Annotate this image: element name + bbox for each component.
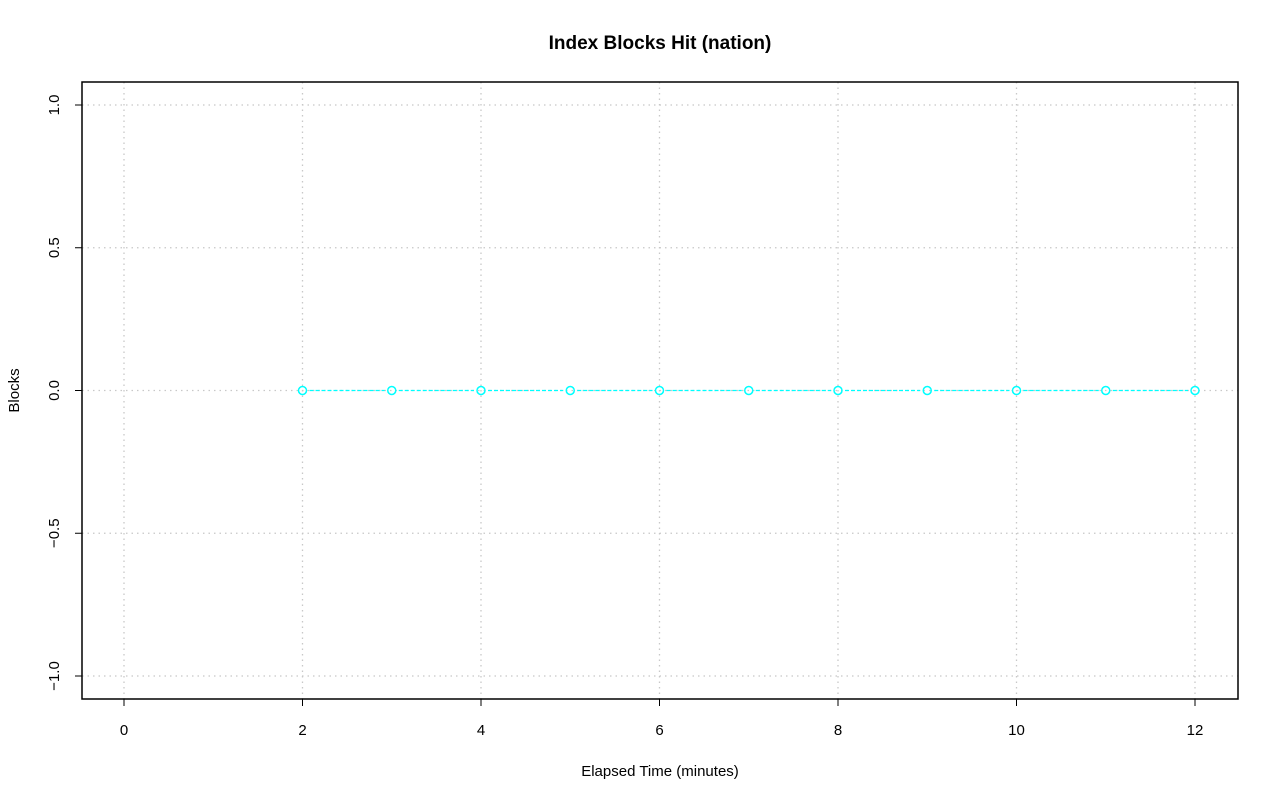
y-tick-label: 0.0 <box>46 380 63 401</box>
data-point <box>387 385 397 396</box>
x-tick-label: 2 <box>298 722 306 739</box>
x-tick-label: 0 <box>120 722 128 739</box>
data-point <box>476 385 486 396</box>
x-tick-label: 12 <box>1187 722 1204 739</box>
data-point <box>1190 385 1200 396</box>
y-axis-label: Blocks <box>6 368 23 412</box>
data-point <box>565 385 575 396</box>
y-tick-label: −0.5 <box>46 518 63 548</box>
x-tick-label: 6 <box>655 722 663 739</box>
data-point <box>1011 385 1022 396</box>
data-point <box>1101 385 1111 396</box>
y-tick-label: −1.0 <box>46 661 63 691</box>
chart-title: Index Blocks Hit (nation) <box>549 33 772 54</box>
data-point <box>744 385 754 396</box>
y-tick-label: 0.5 <box>46 237 63 258</box>
data-point <box>297 385 308 396</box>
y-tick-label: 1.0 <box>46 95 63 116</box>
x-axis-label: Elapsed Time (minutes) <box>581 763 739 780</box>
data-point <box>833 385 843 396</box>
data-point <box>922 385 932 396</box>
data-point <box>654 385 665 396</box>
x-tick-label: 8 <box>834 722 842 739</box>
x-tick-label: 4 <box>477 722 485 739</box>
plot-frame <box>81 81 1239 700</box>
x-tick-label: 10 <box>1008 722 1025 739</box>
